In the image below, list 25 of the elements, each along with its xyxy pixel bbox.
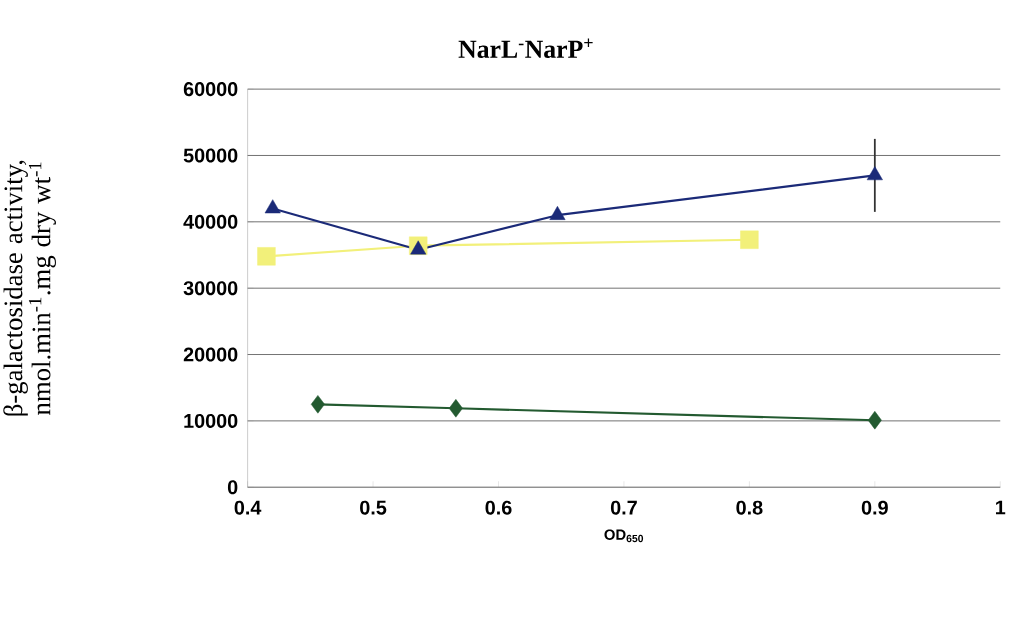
y-tick-label: 40000 — [183, 214, 238, 229]
x-tick-label: 0.7 — [610, 500, 637, 515]
y-tick-label: 20000 — [183, 347, 238, 362]
x-tick-label: 0.9 — [861, 500, 888, 515]
y-tick-label: 50000 — [183, 148, 238, 163]
y-tick-label: 0 — [227, 480, 238, 495]
x-tick-label: 1 — [996, 500, 1006, 515]
point — [740, 230, 759, 249]
point — [264, 199, 281, 214]
point — [867, 411, 882, 430]
x-tick-label: 0.6 — [485, 500, 512, 515]
point — [310, 395, 325, 414]
point — [549, 206, 566, 220]
x-tick-label: 0.4 — [234, 500, 262, 515]
chart-title: NarL$^{-}$NarP$^{+}$ — [458, 38, 593, 58]
point — [448, 399, 463, 418]
point — [866, 166, 883, 181]
x-axis-title: OD$_{650}$ — [604, 529, 644, 543]
y-tick-label: 30000 — [183, 281, 238, 296]
y-tick-label: 60000 — [183, 82, 238, 97]
x-tick-label: 0.5 — [360, 500, 387, 515]
point — [257, 247, 276, 266]
x-tick-label: 0.8 — [736, 500, 763, 515]
y-tick-label: 10000 — [184, 413, 238, 428]
point — [410, 240, 427, 255]
